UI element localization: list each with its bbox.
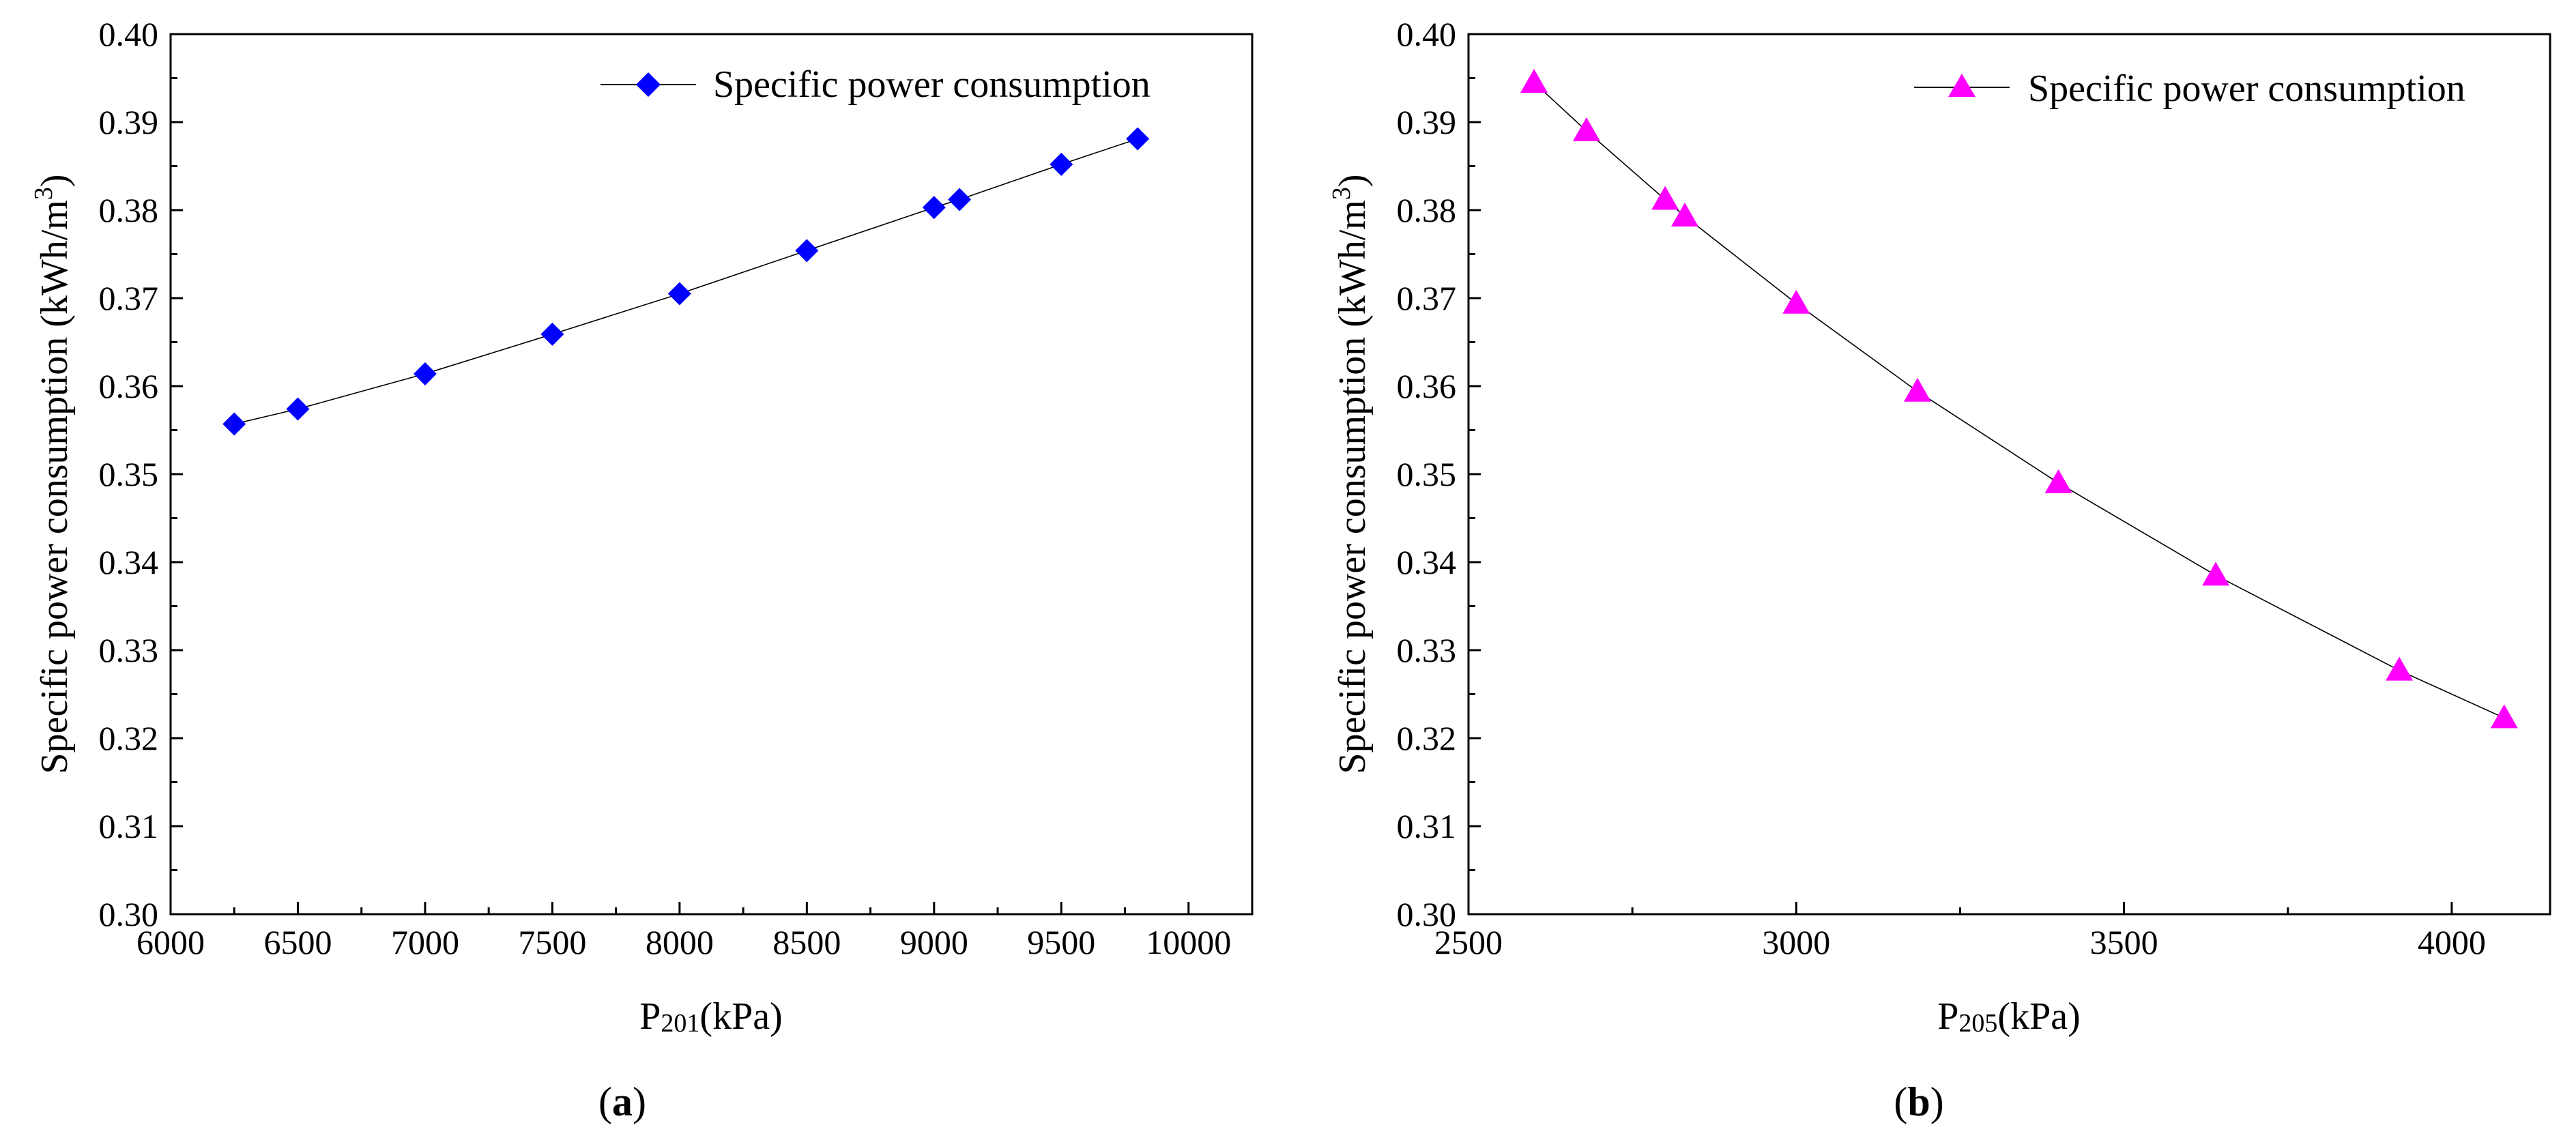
triangle-marker xyxy=(2490,704,2518,729)
y-tick-label: 0.34 xyxy=(1397,543,1457,581)
legend-diamond-marker xyxy=(636,72,661,97)
y-tick-label: 0.35 xyxy=(99,455,159,493)
diamond-marker xyxy=(1050,152,1073,176)
triangle-marker xyxy=(1782,289,1810,314)
y-tick-label: 0.37 xyxy=(99,279,159,317)
y-tick-label: 0.30 xyxy=(1397,895,1457,933)
diamond-marker xyxy=(413,362,437,385)
series-markers xyxy=(1520,68,2518,729)
y-tick-label: 0.31 xyxy=(1397,807,1457,845)
y-tick-label: 0.35 xyxy=(1397,455,1457,493)
series-line xyxy=(234,138,1138,425)
chart-panel-b: 0.30 0.31 0.32 0.33 0.34 0.35 0.36 0.37 0.38 0.39… xyxy=(1327,15,2551,1124)
y-tick-label: 0.33 xyxy=(99,631,159,669)
y-tick-label: 0.34 xyxy=(99,543,159,581)
legend-label: Specific power consumption xyxy=(713,63,1150,106)
y-tick-label: 0.32 xyxy=(1397,719,1457,757)
y-tick-label: 0.38 xyxy=(1397,191,1457,229)
y-tick-label: 0.40 xyxy=(1397,15,1457,53)
y-tick-label: 0.32 xyxy=(99,719,159,757)
x-tick-label: 2500 xyxy=(1434,923,1503,961)
x-axis-ticks: 2500 3000 3500 4000 xyxy=(1434,902,2486,961)
x-tick-label: 3500 xyxy=(2090,923,2158,961)
legend: Specific power consumption xyxy=(1914,68,2465,110)
diamond-marker xyxy=(948,188,972,211)
triangle-marker xyxy=(1651,186,1679,210)
y-axis-ticks: 0.30 0.31 0.32 0.33 0.34 0.35 0.36 0.37 0.38 0.39… xyxy=(99,15,183,933)
x-axis-label: P201(kPa) xyxy=(639,995,782,1038)
x-tick-label: 9500 xyxy=(1027,923,1095,961)
plot-frame xyxy=(1467,33,2551,916)
y-tick-label: 0.36 xyxy=(99,367,159,405)
x-axis-ticks: 6000 6500 7000 7500 8000 8500 9000 9500 10000 xyxy=(136,902,1254,961)
x-tick-label: 4000 xyxy=(2418,923,2486,961)
y-tick-label: 0.36 xyxy=(1397,367,1457,405)
diamond-marker xyxy=(667,282,691,306)
legend-triangle-marker xyxy=(1948,74,1976,97)
diamond-marker xyxy=(795,239,819,263)
y-tick-label: 0.30 xyxy=(99,895,159,933)
triangle-marker xyxy=(1904,377,1932,402)
panel-label: (a) xyxy=(598,1079,646,1124)
y-tick-label: 0.39 xyxy=(1397,103,1457,141)
panel-label: (b) xyxy=(1894,1079,1943,1124)
diamond-marker xyxy=(1126,127,1150,151)
x-tick-label: 8500 xyxy=(772,923,841,961)
x-tick-label: 7000 xyxy=(391,923,459,961)
diamond-marker xyxy=(540,322,564,346)
triangle-marker xyxy=(2202,561,2230,586)
y-tick-label: 0.33 xyxy=(1397,631,1457,669)
x-tick-label: 8000 xyxy=(646,923,714,961)
y-axis-label: Specific power consumption (kWh/m3) xyxy=(29,174,76,774)
triangle-marker xyxy=(1520,68,1548,93)
x-tick-label: 9000 xyxy=(900,923,968,961)
x-tick-label: 3000 xyxy=(1762,923,1830,961)
y-tick-label: 0.38 xyxy=(99,191,159,229)
diamond-marker xyxy=(286,397,310,421)
legend-label: Specific power consumption xyxy=(2028,68,2465,110)
series-line xyxy=(1533,82,2505,719)
y-tick-label: 0.37 xyxy=(1397,279,1457,317)
series-markers xyxy=(222,127,1150,436)
x-tick-label: 6500 xyxy=(263,923,332,961)
plot-frame xyxy=(169,33,1254,916)
chart-panel-a: 0.30 0.31 0.32 0.33 0.34 0.35 0.36 0.37 0.38 0.39… xyxy=(29,15,1254,1124)
y-tick-label: 0.40 xyxy=(99,15,159,53)
x-tick-label: 10000 xyxy=(1146,923,1231,961)
y-axis-ticks: 0.30 0.31 0.32 0.33 0.34 0.35 0.36 0.37 0.38 0.39… xyxy=(1397,15,1481,933)
diamond-marker xyxy=(222,412,246,436)
diamond-marker xyxy=(922,196,946,220)
legend: Specific power consumption xyxy=(600,63,1150,106)
y-axis-label: Specific power consumption (kWh/m3) xyxy=(1327,174,1374,774)
y-tick-label: 0.39 xyxy=(99,103,159,141)
x-tick-label: 6000 xyxy=(136,923,205,961)
triangle-marker xyxy=(1572,117,1600,141)
triangle-marker xyxy=(2044,469,2072,493)
triangle-marker xyxy=(2386,656,2414,681)
x-tick-label: 7500 xyxy=(518,923,586,961)
triangle-marker xyxy=(1671,203,1698,227)
x-axis-label: P205(kPa) xyxy=(1937,995,2080,1038)
y-tick-label: 0.31 xyxy=(99,807,159,845)
